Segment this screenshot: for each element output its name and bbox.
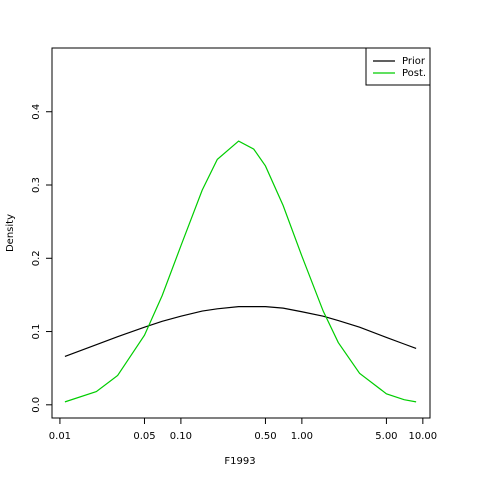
y-tick-label: 0.4 (31, 104, 42, 120)
plot-frame (51, 47, 431, 419)
x-tick-label: 0.50 (254, 431, 276, 442)
legend-box (365, 47, 431, 86)
y-tick-label: 0.1 (31, 324, 42, 340)
x-tick-label: 0.05 (133, 431, 155, 442)
x-tick-label: 0.10 (170, 431, 192, 442)
x-tick-label: 5.00 (375, 431, 397, 442)
y-tick-label: 0.0 (31, 397, 42, 413)
line-series (64, 140, 417, 403)
x-axis-label: F1993 (224, 456, 255, 467)
x-tick-label: 0.01 (49, 431, 71, 442)
line-series (64, 306, 417, 358)
y-tick-label: 0.2 (31, 250, 42, 266)
x-tick-label: 10.00 (409, 431, 438, 442)
y-tick-label: 0.3 (31, 177, 42, 193)
x-tick-label: 1.00 (291, 431, 313, 442)
legend-label: Prior (402, 56, 426, 67)
y-axis-label: Density (5, 214, 16, 252)
legend-label: Post. (402, 68, 426, 79)
